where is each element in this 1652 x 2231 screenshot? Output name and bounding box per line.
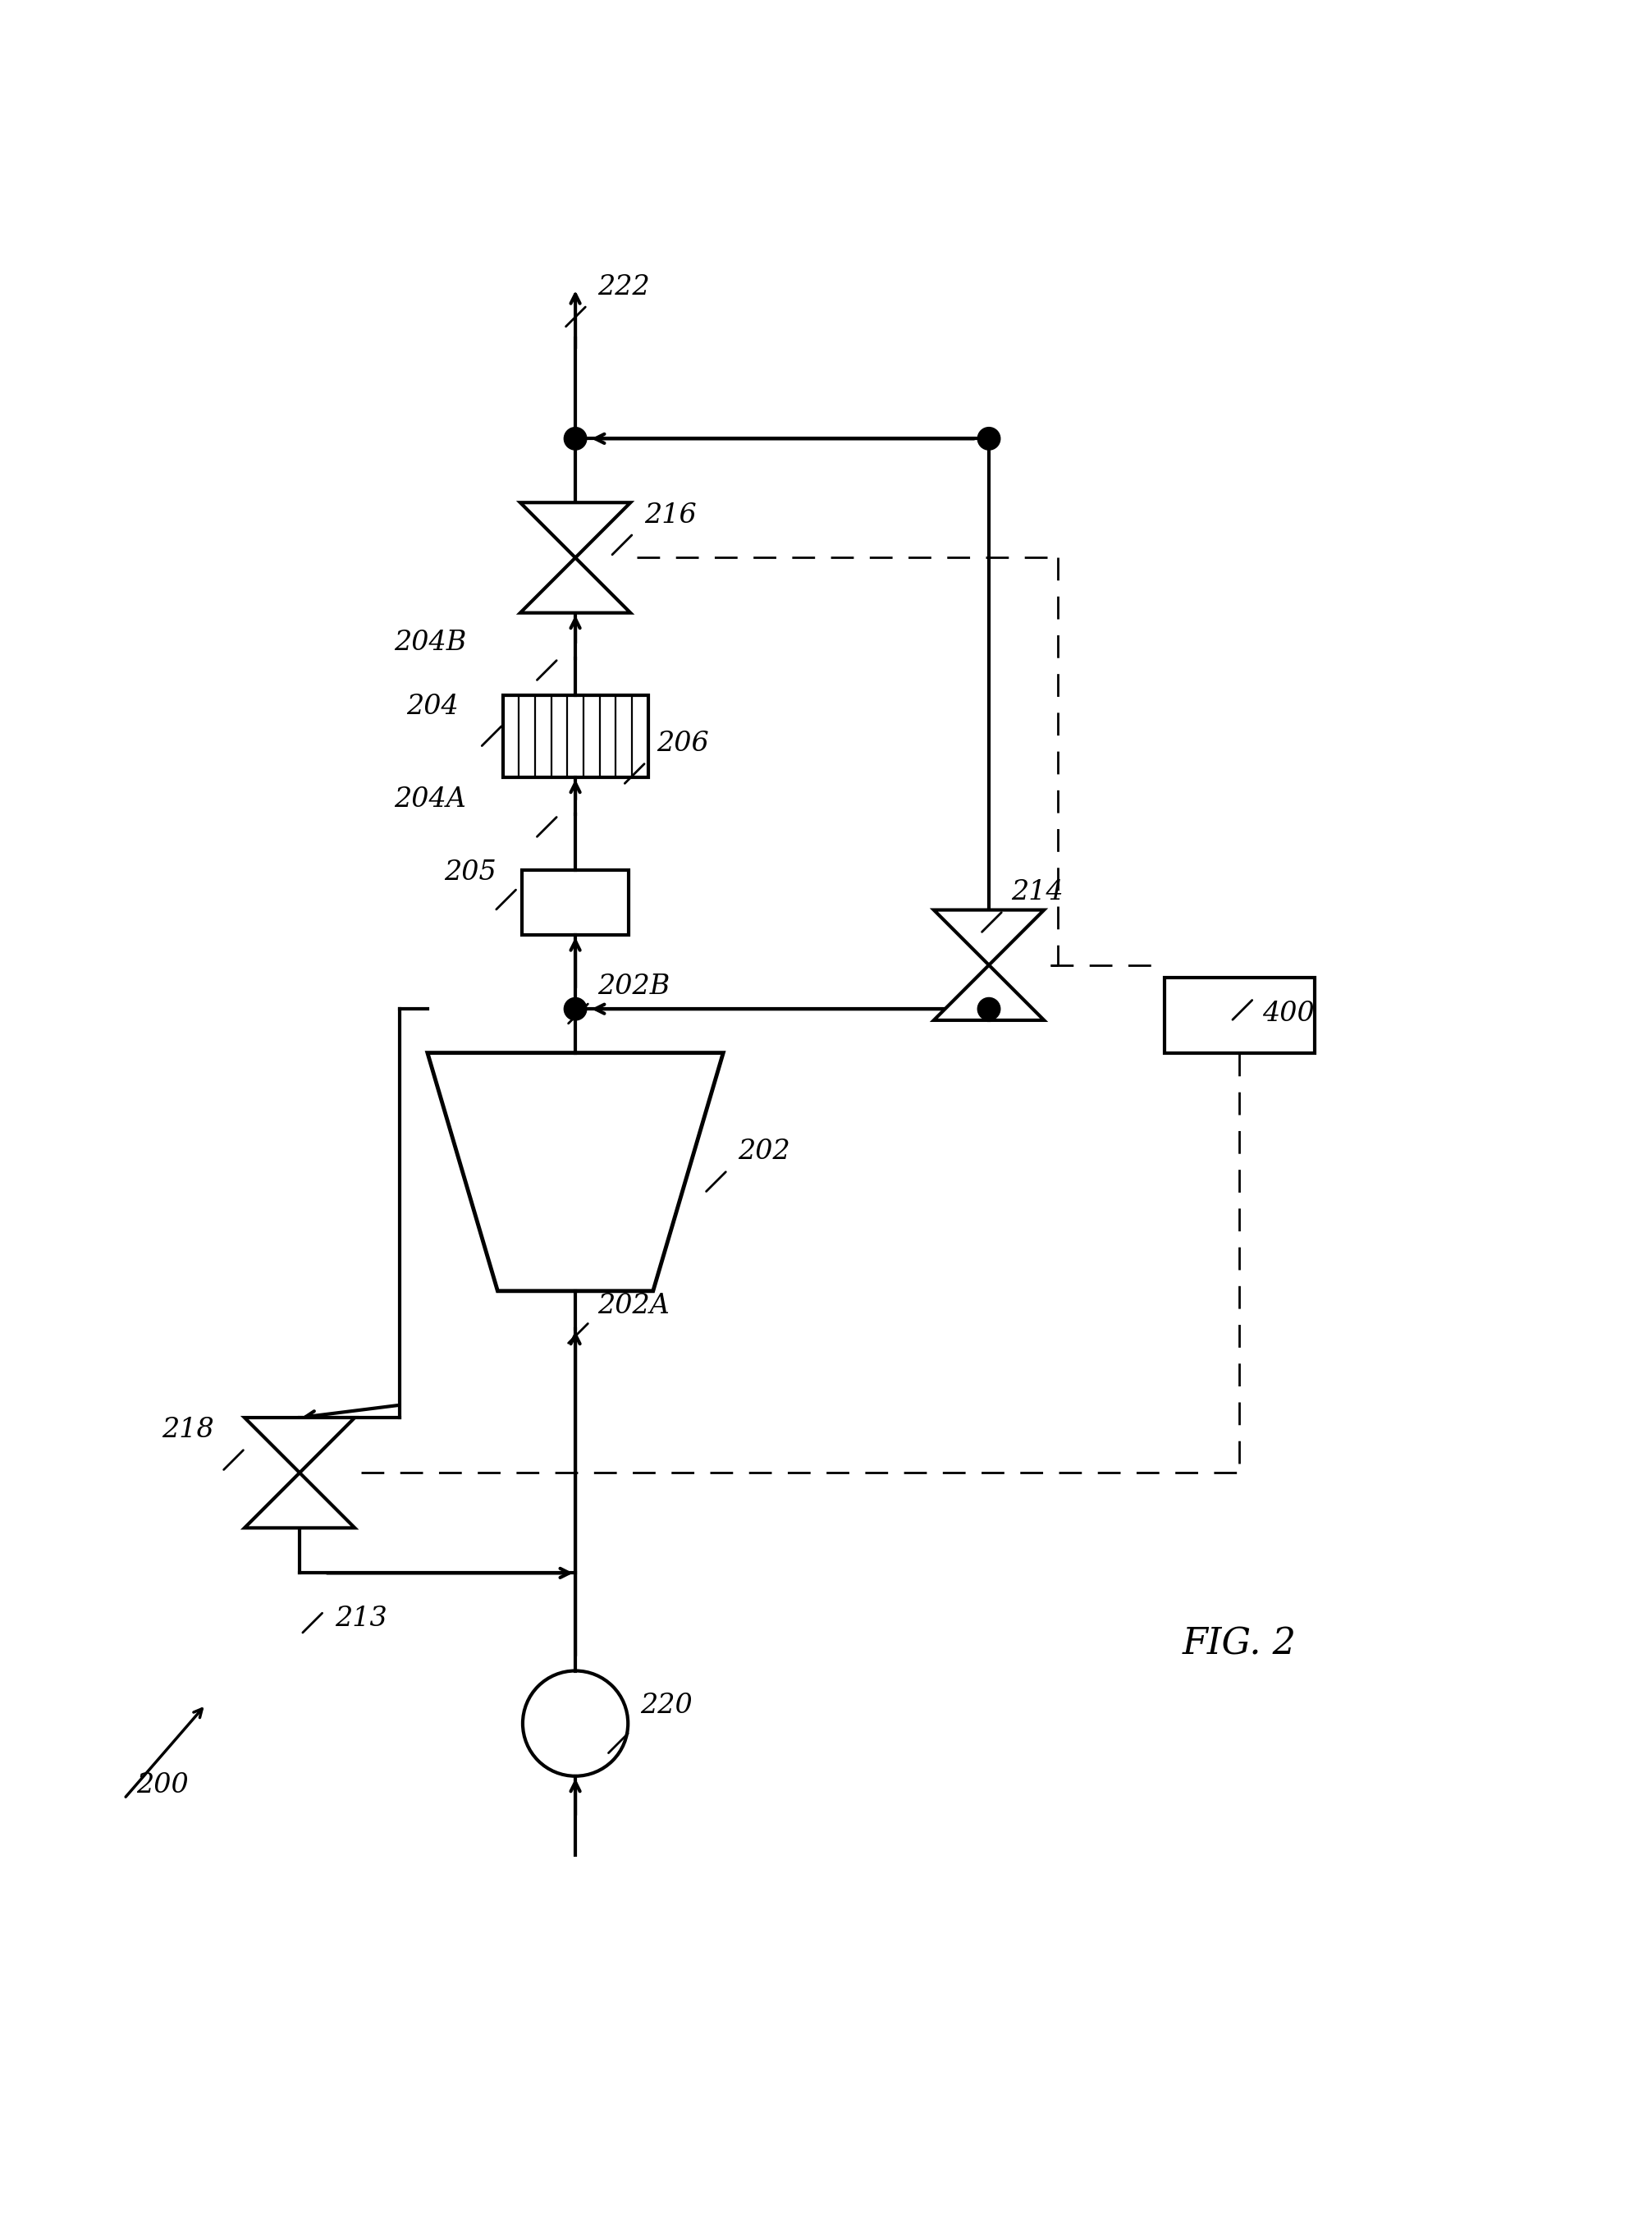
Text: 216: 216 <box>644 502 697 529</box>
Polygon shape <box>244 1472 355 1528</box>
Text: 213: 213 <box>335 1604 387 1631</box>
Circle shape <box>978 428 999 451</box>
Text: 202A: 202A <box>598 1294 671 1319</box>
Text: 202B: 202B <box>598 973 671 999</box>
Polygon shape <box>244 1417 355 1472</box>
Text: 204: 204 <box>406 694 459 721</box>
Bar <box>502 696 648 776</box>
Text: 200: 200 <box>137 1771 188 1798</box>
Circle shape <box>978 997 999 1020</box>
Polygon shape <box>933 910 1044 966</box>
Text: 218: 218 <box>162 1417 215 1443</box>
Polygon shape <box>520 558 631 614</box>
Polygon shape <box>933 966 1044 1020</box>
Bar <box>1165 977 1315 1053</box>
Text: 214: 214 <box>1011 879 1064 906</box>
Text: 202: 202 <box>738 1138 791 1165</box>
Circle shape <box>563 997 586 1020</box>
Bar <box>522 870 629 935</box>
Text: 204A: 204A <box>393 788 466 812</box>
Text: 204B: 204B <box>393 629 466 656</box>
Text: 206: 206 <box>657 732 709 756</box>
Text: 222: 222 <box>598 274 651 301</box>
Text: 220: 220 <box>641 1693 692 1720</box>
Text: 205: 205 <box>444 859 496 886</box>
Text: FIG. 2: FIG. 2 <box>1183 1626 1297 1662</box>
Polygon shape <box>428 1053 724 1292</box>
Circle shape <box>522 1671 628 1776</box>
Circle shape <box>563 428 586 451</box>
Polygon shape <box>520 502 631 558</box>
Text: 400: 400 <box>1262 1002 1315 1026</box>
